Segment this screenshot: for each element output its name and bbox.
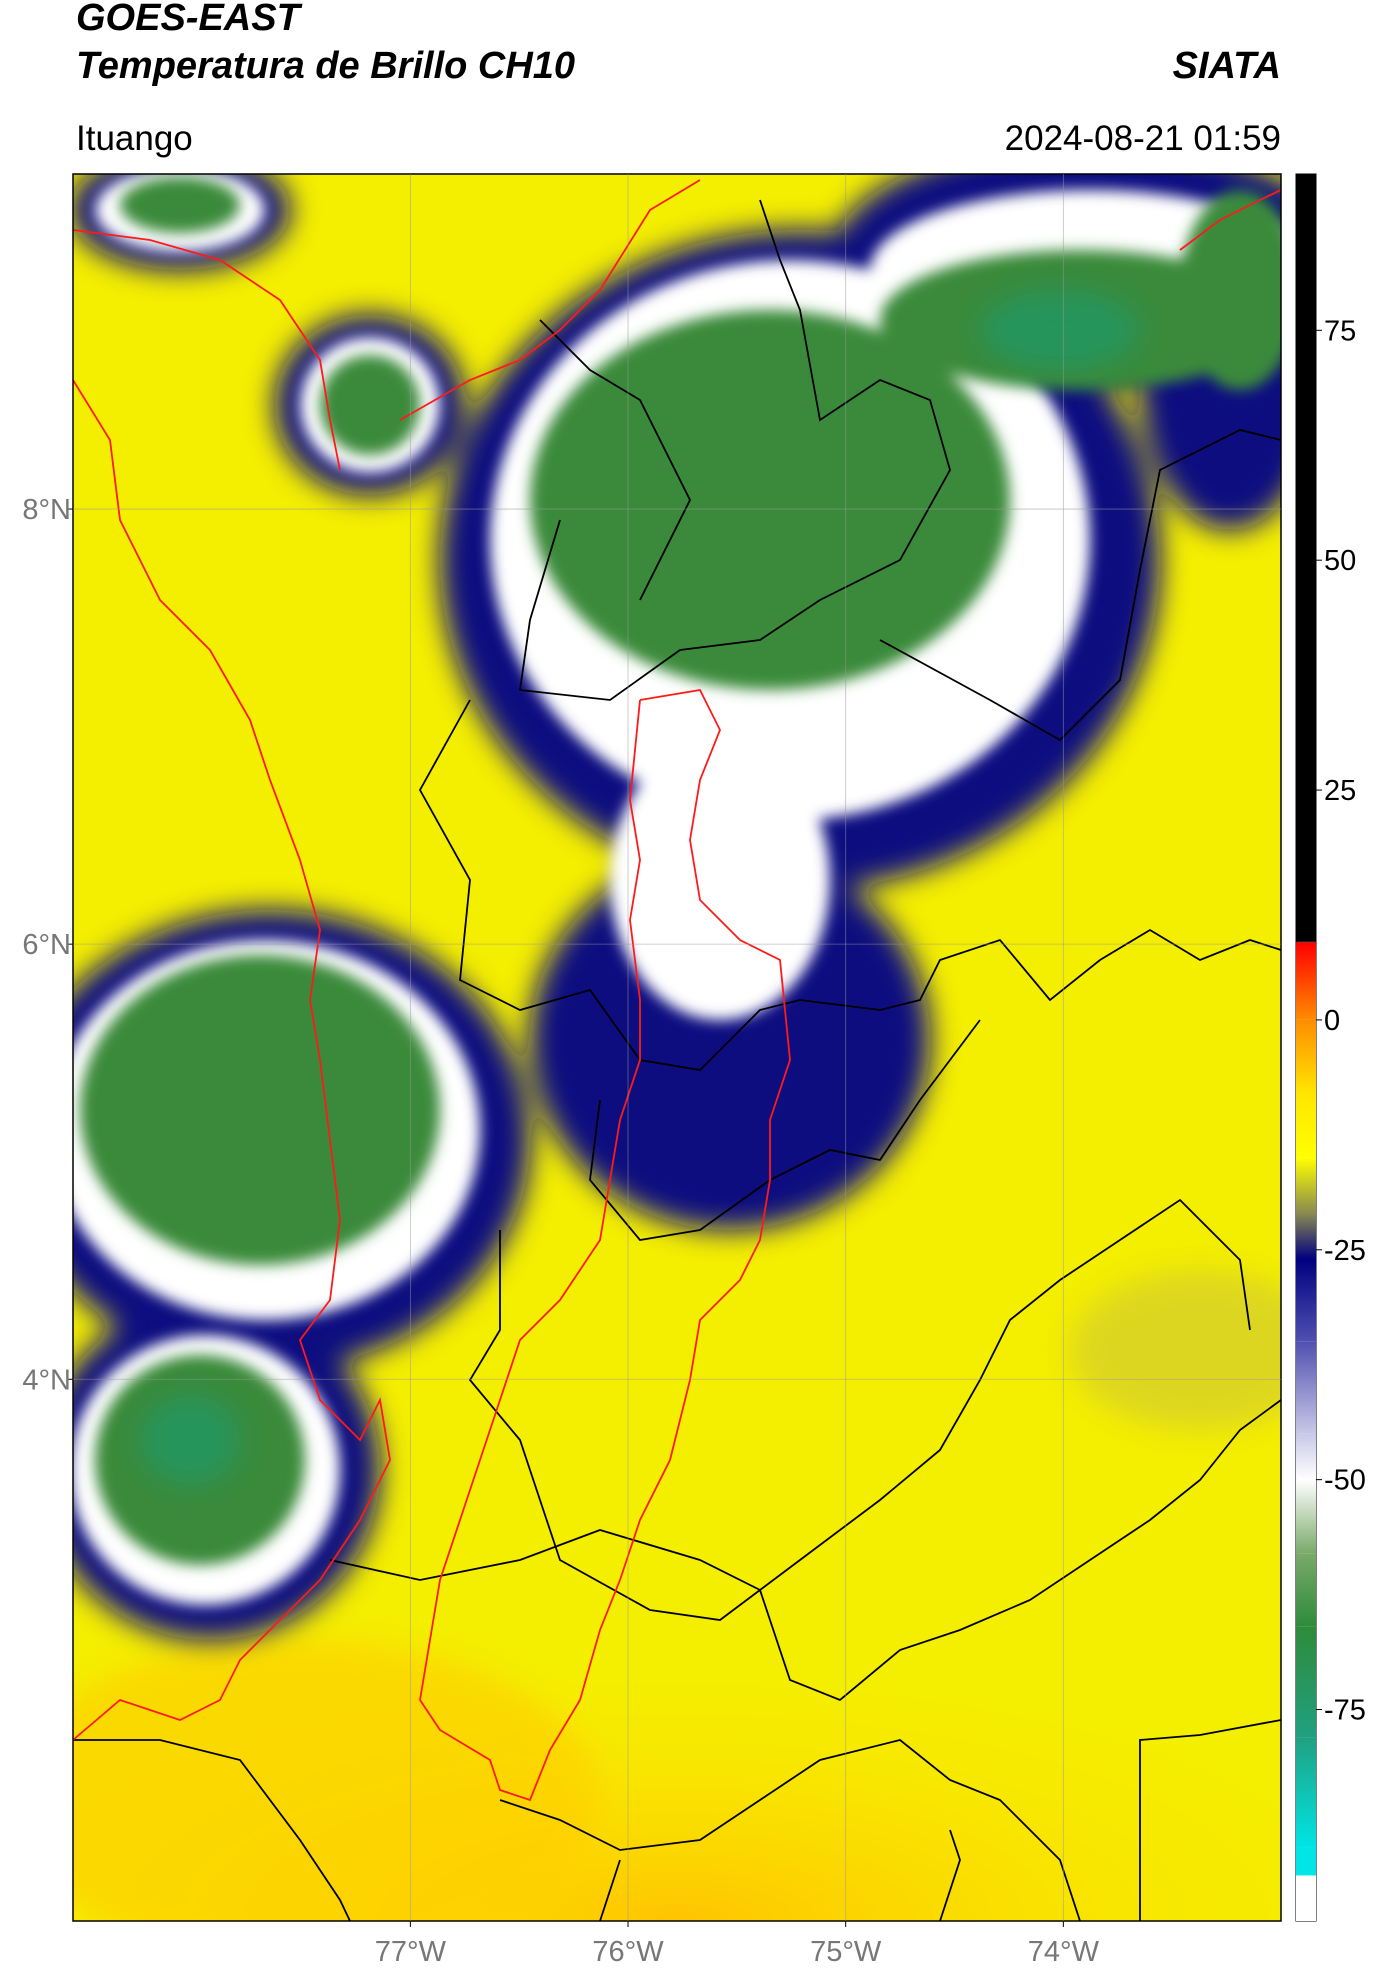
colorbar-segment [1296,174,1316,942]
colorbar-segment [1296,1847,1316,1876]
colorbar-tick-label: -50 [1324,1465,1366,1497]
source: SIATA [1173,45,1281,87]
colorbar-segment [1296,1433,1316,1480]
colorbar-segment [1296,1157,1316,1214]
colorbar-segment [1296,1093,1316,1158]
axes: 77°W 76°W 75°W 74°W 8°N 6°N 4°N 75 50 25 0 -25 -50 -7… [22,174,1366,1968]
y-tick-label: 6°N [22,929,71,961]
colorbar-tick-label: 75 [1324,315,1356,347]
map-field [73,174,1281,1921]
colorbar-segment [1296,1553,1316,1627]
location: Ituango [76,119,193,158]
colorbar-segment [1296,1875,1316,1921]
x-tick-label: 74°W [1028,1936,1100,1968]
colorbar-tick-label: -75 [1324,1695,1366,1727]
map-frame [72,173,1282,1922]
colorbar-tick-label: 25 [1324,775,1356,807]
x-tick-label: 77°W [375,1936,447,1968]
colorbar-segment [1296,941,1316,943]
colorbar-segment [1296,1875,1316,1876]
colorbar-segment [1296,1258,1316,1342]
subtitle: Temperatura de Brillo CH10 [76,45,575,87]
colorbar-tick-label: 50 [1324,545,1356,577]
colorbar-tick-label: 0 [1324,1005,1340,1037]
colorbar-segment [1296,942,1316,1020]
datetime: 2024-08-21 01:59 [1005,119,1281,158]
colorbar-tick-label: -25 [1324,1235,1366,1267]
colorbar-segment [1296,1737,1316,1848]
y-tick-label: 4°N [22,1364,71,1396]
x-tick-label: 75°W [810,1936,882,1968]
colorbar-segment [1296,1213,1316,1259]
colorbar-segment [1296,1019,1316,1094]
title: GOES-EAST [76,0,303,39]
y-tick-label: 8°N [22,494,71,526]
colorbar-segment [1296,1341,1316,1434]
colorbar-segment [1296,1479,1316,1554]
x-tick-label: 76°W [592,1936,664,1968]
colorbar-segment [1296,1626,1316,1738]
